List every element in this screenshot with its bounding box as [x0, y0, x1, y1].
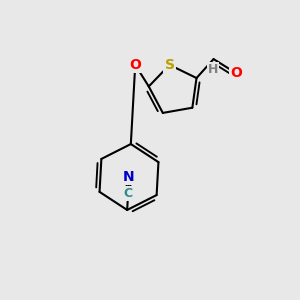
- Text: O: O: [230, 66, 242, 80]
- Text: H: H: [208, 63, 218, 76]
- Text: C: C: [124, 187, 133, 200]
- Text: S: S: [165, 58, 175, 72]
- Text: N: N: [123, 170, 135, 184]
- Text: O: O: [129, 58, 141, 72]
